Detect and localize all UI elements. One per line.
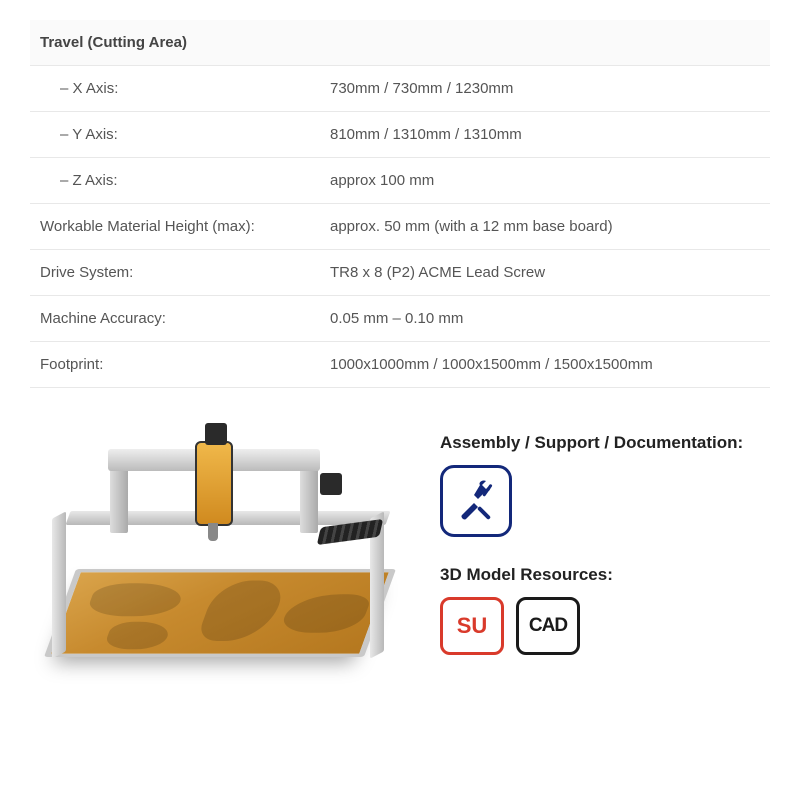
specs-header-row: Travel (Cutting Area) [30,20,770,66]
assembly-icon-row [440,465,770,537]
spec-label: Machine Accuracy: [30,296,320,342]
table-row: – X Axis:730mm / 730mm / 1230mm [30,66,770,112]
cad-link[interactable]: CAD [516,597,580,655]
spec-value: approx. 50 mm (with a 12 mm base board) [320,204,770,250]
cnc-machine-image [30,423,410,703]
spec-value: approx 100 mm [320,158,770,204]
spec-label: – X Axis: [30,66,320,112]
spec-label: – Y Axis: [30,112,320,158]
table-row: Workable Material Height (max):approx. 5… [30,204,770,250]
assembly-docs-link[interactable] [440,465,512,537]
table-row: – Z Axis:approx 100 mm [30,158,770,204]
spec-value: 810mm / 1310mm / 1310mm [320,112,770,158]
table-row: – Y Axis:810mm / 1310mm / 1310mm [30,112,770,158]
spec-label: Workable Material Height (max): [30,204,320,250]
specs-table: Travel (Cutting Area)– X Axis:730mm / 73… [30,20,770,388]
table-row: Footprint:1000x1000mm / 1000x1500mm / 15… [30,342,770,388]
model-title: 3D Model Resources: [440,565,770,585]
su-label: SU [457,613,488,639]
model-badges: SU CAD [440,597,770,655]
table-row: Machine Accuracy:0.05 mm – 0.10 mm [30,296,770,342]
spec-label: Footprint: [30,342,320,388]
resources-panel: Assembly / Support / Documentation: 3D M… [440,423,770,703]
sketchup-link[interactable]: SU [440,597,504,655]
spec-label: Drive System: [30,250,320,296]
spec-value: 730mm / 730mm / 1230mm [320,66,770,112]
spec-label: – Z Axis: [30,158,320,204]
tools-icon [452,477,500,525]
cad-label: CAD [529,615,567,637]
spec-value: 1000x1000mm / 1000x1500mm / 1500x1500mm [320,342,770,388]
assembly-title: Assembly / Support / Documentation: [440,433,770,453]
lower-section: Assembly / Support / Documentation: 3D M… [30,423,770,703]
specs-tbody: Travel (Cutting Area)– X Axis:730mm / 73… [30,20,770,388]
spec-value: 0.05 mm – 0.10 mm [320,296,770,342]
table-row: Drive System:TR8 x 8 (P2) ACME Lead Scre… [30,250,770,296]
spec-value: TR8 x 8 (P2) ACME Lead Screw [320,250,770,296]
specs-header: Travel (Cutting Area) [30,20,770,66]
